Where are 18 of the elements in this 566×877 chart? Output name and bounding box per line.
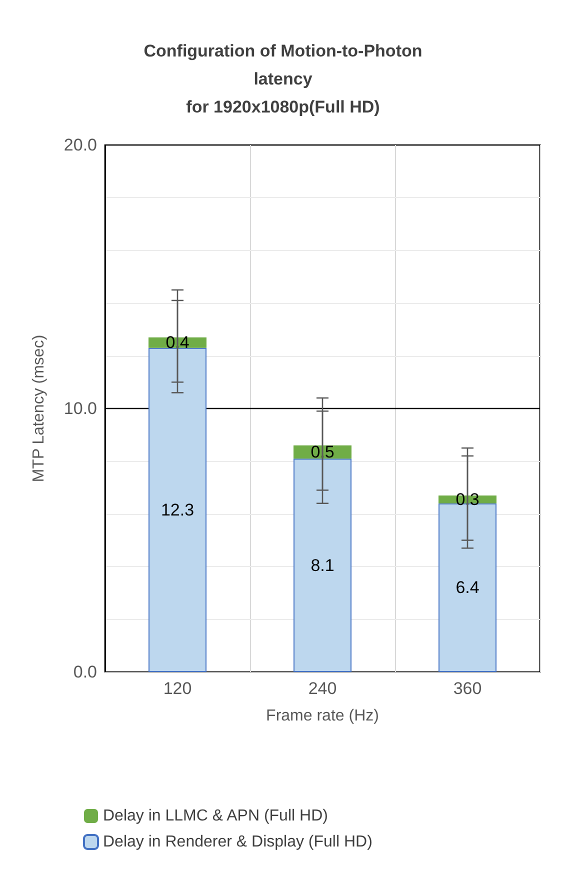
bar (294, 458, 352, 672)
data-label: 0.4 (166, 333, 190, 352)
y-axis-title: MTP Latency (msec) (30, 334, 48, 482)
legend-label: Delay in LLMC & APN (Full HD) (103, 808, 328, 824)
x-tick-label: 120 (163, 679, 192, 698)
x-tick-label: 360 (453, 679, 482, 698)
y-tick-label: 20.0 (64, 136, 97, 154)
legend-label: Delay in Renderer & Display (Full HD) (103, 834, 372, 850)
x-tick-label: 240 (308, 679, 337, 698)
bar (148, 348, 206, 672)
chart-title: Configuration of Motion-to-Photon latency for 1920x1080p(Full HD) (144, 42, 422, 116)
x-axis-title: Frame rate (Hz) (266, 708, 379, 724)
y-tick-label: 10.0 (64, 399, 97, 418)
data-label: 12.3 (160, 500, 194, 520)
data-label: 6.4 (456, 578, 480, 598)
y-tick-label: 0.0 (73, 662, 97, 682)
data-label: 0.5 (310, 442, 334, 462)
data-label: 8.1 (310, 556, 334, 575)
